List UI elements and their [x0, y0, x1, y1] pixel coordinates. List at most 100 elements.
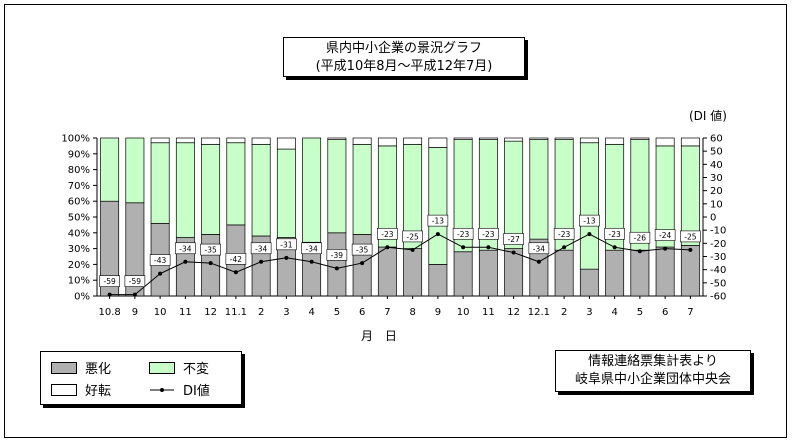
- di-data-label: -35: [356, 246, 368, 255]
- y2-tick-label: -30: [710, 252, 726, 263]
- di-point: [688, 247, 693, 252]
- x-tick-label: 10: [154, 307, 167, 318]
- di-point: [511, 250, 516, 255]
- di-data-label: -23: [482, 230, 494, 239]
- legend-label-worse: 悪化: [85, 362, 112, 377]
- bar-segment-same: [680, 145, 700, 246]
- di-data-label: -31: [280, 240, 292, 249]
- di-data-label: -42: [230, 255, 242, 264]
- x-tick-label: 5: [334, 307, 340, 318]
- y2-tick-label: 40: [710, 160, 723, 171]
- x-tick-label: 12: [204, 307, 217, 318]
- bar-segment-better: [655, 137, 675, 147]
- legend-item-worse: 悪化: [51, 358, 111, 377]
- bar-segment-better: [150, 137, 170, 144]
- bar-segment-same: [175, 142, 195, 238]
- y-tick-label: 80%: [68, 165, 90, 176]
- di-data-label-box: [503, 233, 524, 245]
- source-line1: 情報連絡票集計表より: [588, 354, 718, 369]
- legend-item-di: DI値: [149, 380, 210, 399]
- bar-segment-worse: [655, 246, 675, 297]
- y-tick-label: 60%: [68, 197, 90, 208]
- x-tick-label: 10.8: [98, 307, 120, 318]
- x-tick-label: 10: [457, 307, 470, 318]
- bar-segment-better: [554, 137, 574, 140]
- bar-segment-better: [175, 137, 195, 144]
- di-point: [233, 270, 238, 275]
- di-data-label: -35: [205, 246, 217, 255]
- di-data-label-box: [427, 214, 449, 227]
- di-data-label: -34: [533, 244, 545, 253]
- legend-item-same: 不変: [149, 358, 209, 377]
- di-data-label-box: [604, 227, 625, 240]
- bar-segment-better: [630, 137, 650, 140]
- chart-title-line1: 県内中小企業の景況グラフ: [325, 41, 482, 56]
- di-data-label-box: [452, 227, 474, 240]
- di-data-label: -59: [129, 277, 141, 286]
- x-tick-label: 12: [507, 307, 520, 318]
- bar-segment-same: [100, 137, 120, 202]
- bar-segment-better: [605, 137, 625, 145]
- bar-segment-better: [453, 137, 473, 140]
- bar-segment-worse: [504, 248, 524, 297]
- bar-segment-better: [377, 137, 397, 147]
- x-tick-label: 6: [662, 307, 668, 318]
- di-point: [637, 249, 642, 254]
- di-point: [360, 261, 365, 266]
- x-tick-label: 3: [283, 307, 289, 318]
- bar-segment-better: [529, 137, 549, 140]
- di-point: [410, 247, 415, 252]
- y2-tick-label: 60: [710, 134, 723, 145]
- di-point: [208, 261, 213, 266]
- di-data-label-box: [301, 242, 322, 255]
- di-data-label-box: [200, 243, 221, 256]
- di-data-label-box: [351, 243, 373, 256]
- di-point: [309, 259, 314, 264]
- di-data-label-box: [149, 254, 171, 266]
- bar-segment-worse: [352, 234, 372, 297]
- di-point: [107, 292, 112, 297]
- x-tick-label: 12.1: [528, 307, 550, 318]
- bar-segment-worse: [554, 249, 574, 297]
- bar-segment-same: [150, 142, 170, 224]
- bar-segment-better: [327, 137, 347, 140]
- legend-swatch-better: [51, 383, 77, 396]
- di-data-label: -23: [609, 230, 621, 239]
- di-data-label: -23: [558, 230, 570, 239]
- x-tick-label: 9: [132, 307, 138, 318]
- bar-segment-better: [579, 137, 599, 144]
- legend-label-better: 好転: [85, 384, 112, 399]
- di-data-label-box: [99, 275, 120, 287]
- di-point: [587, 232, 592, 237]
- y2-tick-label: 20: [710, 186, 723, 197]
- di-point: [259, 259, 264, 264]
- legend-label-di: DI値: [183, 384, 210, 399]
- di-point: [183, 259, 188, 264]
- x-tick-label: 9: [435, 307, 441, 318]
- di-line: [109, 233, 691, 296]
- di-data-label-box: [276, 238, 297, 251]
- di-data-label-box: [579, 214, 600, 227]
- di-point: [536, 259, 541, 264]
- bar-segment-worse: [377, 246, 397, 297]
- y-tick-label: 10%: [68, 276, 90, 287]
- y-tick-label: 40%: [68, 228, 90, 239]
- y2-tick-label: -20: [710, 239, 726, 250]
- di-data-label-box: [377, 227, 398, 240]
- di-data-label: -39: [331, 251, 343, 260]
- di-point: [435, 232, 440, 237]
- bar-segment-same: [428, 147, 448, 265]
- di-data-label-box: [225, 253, 247, 265]
- x-tick-label: 5: [637, 307, 643, 318]
- bar-segment-worse: [680, 245, 700, 297]
- bar-segment-same: [251, 143, 271, 237]
- di-data-label-box: [629, 231, 651, 244]
- y2-tick-label: -60: [710, 292, 726, 303]
- di-data-label-box: [250, 242, 272, 255]
- x-tick-label: 11.1: [225, 307, 247, 318]
- di-data-label: -34: [306, 244, 318, 253]
- di-point: [562, 245, 567, 250]
- di-data-label: -23: [381, 230, 393, 239]
- di-data-label-box: [680, 230, 701, 243]
